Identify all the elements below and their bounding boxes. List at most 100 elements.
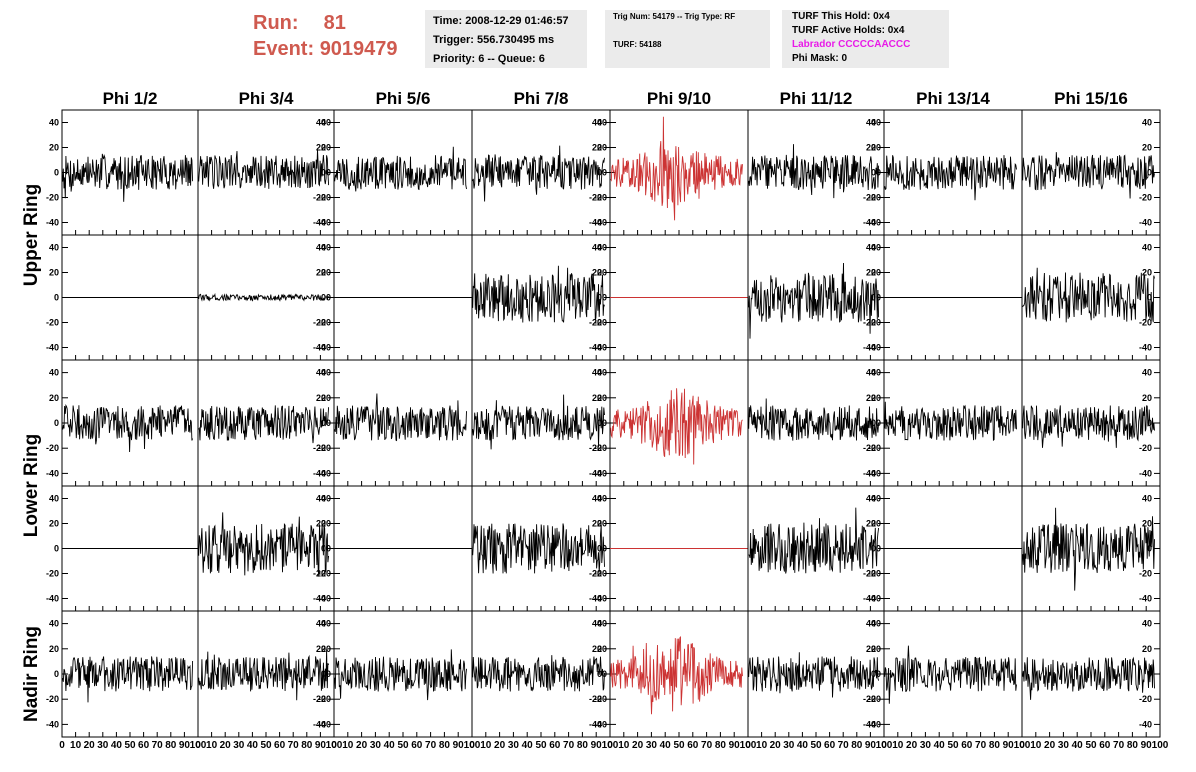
y-tick-label: -20 — [318, 443, 331, 453]
y-tick-label: 40 — [1142, 118, 1152, 128]
y-tick-label: 0 — [1147, 168, 1152, 178]
run-label: Run: — [253, 12, 299, 34]
y-tick-label: -20 — [1139, 569, 1152, 579]
x-tick-label: 90 — [591, 740, 603, 751]
column-header-7: Phi 15/16 — [1054, 89, 1128, 108]
run-event-block: Run: 81 Event: 9019479 — [253, 10, 413, 62]
x-tick-label: 10 — [70, 740, 82, 751]
ring-label-1: Lower Ring — [21, 434, 42, 537]
y-tick-label: -40 — [46, 218, 59, 228]
y-tick-label: -20 — [46, 443, 59, 453]
x-tick-label: 80 — [577, 740, 589, 751]
y-tick-label: 0 — [876, 544, 881, 554]
y-tick-label: -20 — [1139, 694, 1152, 704]
y-tick-label: 0 — [326, 418, 331, 428]
x-tick-label: 40 — [797, 740, 809, 751]
x-tick-label: 70 — [701, 740, 713, 751]
x-tick-label: 0 — [195, 740, 201, 751]
y-tick-label: 40 — [597, 494, 607, 504]
y-tick-label: 20 — [871, 393, 881, 403]
waveform-trace — [884, 155, 1017, 201]
x-tick-label: 80 — [989, 740, 1001, 751]
y-tick-label: -20 — [868, 443, 881, 453]
x-tick-label: 60 — [961, 740, 973, 751]
column-header-2: Phi 5/6 — [376, 89, 431, 108]
x-tick-label: 80 — [439, 740, 451, 751]
y-tick-label: 20 — [316, 644, 326, 654]
y-tick-label: 40 — [871, 243, 881, 253]
y-tick-label: 0 — [54, 544, 59, 554]
y-tick-label: -40 — [868, 468, 881, 478]
y-tick-label: 40 — [316, 368, 326, 378]
y-tick-label: -40 — [594, 343, 607, 353]
y-tick-label: 20 — [597, 644, 607, 654]
x-tick-label: 60 — [824, 740, 836, 751]
y-tick-label: 20 — [871, 519, 881, 529]
y-tick-label: 20 — [321, 644, 331, 654]
y-tick-label: 0 — [871, 168, 876, 178]
turf-info-box: TURF This Hold: 0x4 TURF Active Holds: 0… — [782, 10, 949, 68]
y-tick-label: 40 — [49, 243, 59, 253]
y-tick-label: -20 — [594, 569, 607, 579]
waveform-trace — [610, 116, 743, 221]
x-tick-label: 40 — [660, 740, 672, 751]
waveform-trace — [748, 262, 880, 339]
y-tick-label: -40 — [594, 594, 607, 604]
waveform-trace — [62, 404, 194, 453]
y-tick-label: 0 — [54, 293, 59, 303]
x-tick-label: 10 — [618, 740, 630, 751]
y-tick-label: 40 — [316, 118, 326, 128]
waveform-trace — [198, 149, 330, 189]
x-tick-label: 80 — [165, 740, 177, 751]
y-tick-label: 40 — [597, 118, 607, 128]
y-tick-label: -40 — [863, 594, 876, 604]
waveform-trace — [1022, 507, 1155, 591]
y-tick-label: 40 — [321, 619, 331, 629]
x-tick-label: 70 — [838, 740, 850, 751]
column-header-1: Phi 3/4 — [239, 89, 294, 108]
waveform-trace — [1022, 267, 1155, 323]
x-tick-label: 40 — [247, 740, 259, 751]
trig-num-text: Trig Num: 54179 -- Trig Type: RF — [613, 12, 736, 21]
x-tick-label: 30 — [1058, 740, 1070, 751]
x-tick-label: 30 — [920, 740, 932, 751]
y-tick-label: 20 — [316, 393, 326, 403]
x-tick-label: 70 — [425, 740, 437, 751]
y-tick-label: -40 — [1139, 218, 1152, 228]
y-tick-label: -20 — [589, 569, 602, 579]
y-tick-label: 20 — [866, 644, 876, 654]
y-tick-label: -40 — [313, 719, 326, 729]
y-tick-label: -20 — [594, 443, 607, 453]
y-tick-label: 20 — [871, 143, 881, 153]
y-tick-label: 20 — [866, 393, 876, 403]
waveform-trace — [1022, 152, 1155, 199]
y-tick-label: 40 — [592, 494, 602, 504]
x-tick-label: 90 — [1141, 740, 1153, 751]
x-tick-label: 70 — [1113, 740, 1125, 751]
y-tick-label: -40 — [313, 218, 326, 228]
y-tick-label: 20 — [49, 393, 59, 403]
y-tick-label: -40 — [863, 719, 876, 729]
y-tick-label: 20 — [1142, 268, 1152, 278]
y-tick-label: -40 — [318, 594, 331, 604]
y-tick-label: -40 — [594, 719, 607, 729]
y-tick-label: 0 — [597, 293, 602, 303]
turf-active-holds-text: TURF Active Holds: 0x4 — [792, 25, 905, 36]
x-tick-label: 0 — [607, 740, 613, 751]
y-tick-label: 40 — [321, 243, 331, 253]
y-tick-label: 40 — [871, 118, 881, 128]
y-tick-label: -20 — [863, 694, 876, 704]
x-tick-label: 20 — [220, 740, 232, 751]
y-tick-label: -40 — [589, 594, 602, 604]
y-tick-label: -40 — [594, 468, 607, 478]
x-tick-label: 90 — [315, 740, 327, 751]
priority-text: Priority: 6 -- Queue: 6 — [433, 53, 545, 65]
y-tick-label: 40 — [321, 494, 331, 504]
y-tick-label: 0 — [602, 669, 607, 679]
y-tick-label: 20 — [592, 268, 602, 278]
x-tick-label: 20 — [356, 740, 368, 751]
x-tick-label: 60 — [138, 740, 150, 751]
y-tick-label: 20 — [49, 519, 59, 529]
y-tick-label: -40 — [594, 218, 607, 228]
y-tick-label: 40 — [871, 619, 881, 629]
